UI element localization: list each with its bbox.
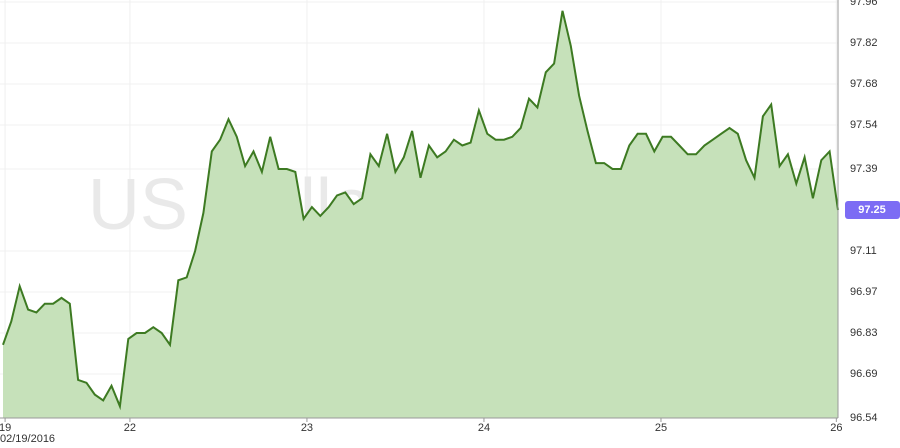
line (2, 10, 839, 411)
y-tick-label: 97.82 (850, 37, 878, 49)
y-tick-label: 97.39 (850, 163, 878, 175)
value-tag-label: 97.25 (858, 204, 886, 216)
x-tick-label: 25 (655, 422, 667, 434)
x-tick-label: 24 (478, 422, 490, 434)
y-tick-label: 96.54 (850, 412, 878, 424)
x-tick-label: 23 (301, 422, 313, 434)
y-tick-label: 96.83 (850, 327, 878, 339)
y-tick-label: 97.54 (850, 119, 878, 131)
x-tick-label: 26 (830, 422, 842, 434)
y-tick-label: 96.97 (850, 286, 878, 298)
x-tick-label: 22 (124, 422, 136, 434)
y-tick-label: 97.96 (850, 0, 878, 8)
area (3, 10, 838, 419)
x-start-label: 02/19/2016 (0, 433, 55, 445)
y-tick-label: 97.68 (850, 78, 878, 90)
value-tag (845, 201, 900, 219)
x-tick-label: 19 (0, 422, 11, 434)
y-tick-label: 97.11 (850, 245, 877, 257)
y-tick-label: 96.69 (850, 368, 878, 380)
